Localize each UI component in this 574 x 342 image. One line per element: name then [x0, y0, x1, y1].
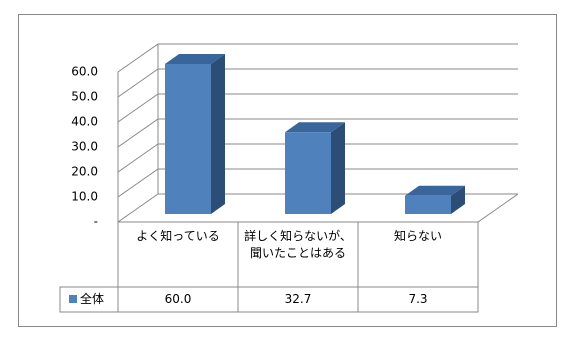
- y-tick-label: 60.0: [71, 65, 98, 79]
- bar-side: [331, 122, 345, 214]
- category-label: よく知っている: [136, 229, 220, 243]
- legend-swatch: [69, 295, 77, 303]
- y-tick-label: 10.0: [71, 190, 98, 204]
- value-label: 32.7: [284, 292, 312, 306]
- y-tick-label: -: [94, 215, 98, 229]
- bar-side: [451, 185, 465, 214]
- category-label: 詳しく知らないが、聞いたことはある: [244, 229, 352, 260]
- grid-line: [117, 118, 518, 148]
- bar-top: [405, 185, 465, 196]
- legend-label: 全体: [80, 292, 105, 306]
- category-label: 知らない: [393, 229, 442, 243]
- grid-line: [117, 43, 518, 73]
- y-tick-label: 40.0: [71, 115, 98, 129]
- y-tick-label: 50.0: [71, 90, 98, 104]
- grid-line: [117, 168, 518, 198]
- grid-line: [117, 193, 518, 223]
- grid-line: [117, 68, 518, 98]
- grid-line: [117, 143, 518, 173]
- bar: [165, 64, 211, 214]
- y-tick-label: 20.0: [71, 165, 98, 179]
- bar: [285, 132, 331, 214]
- value-label: 7.3: [408, 292, 428, 306]
- y-tick-label: 30.0: [71, 140, 98, 154]
- bar: [405, 195, 451, 214]
- bar-top: [285, 122, 345, 133]
- grid-line: [117, 93, 518, 123]
- bar-top: [165, 54, 225, 64]
- bar-side: [211, 54, 225, 214]
- value-label: 60.0: [164, 292, 192, 306]
